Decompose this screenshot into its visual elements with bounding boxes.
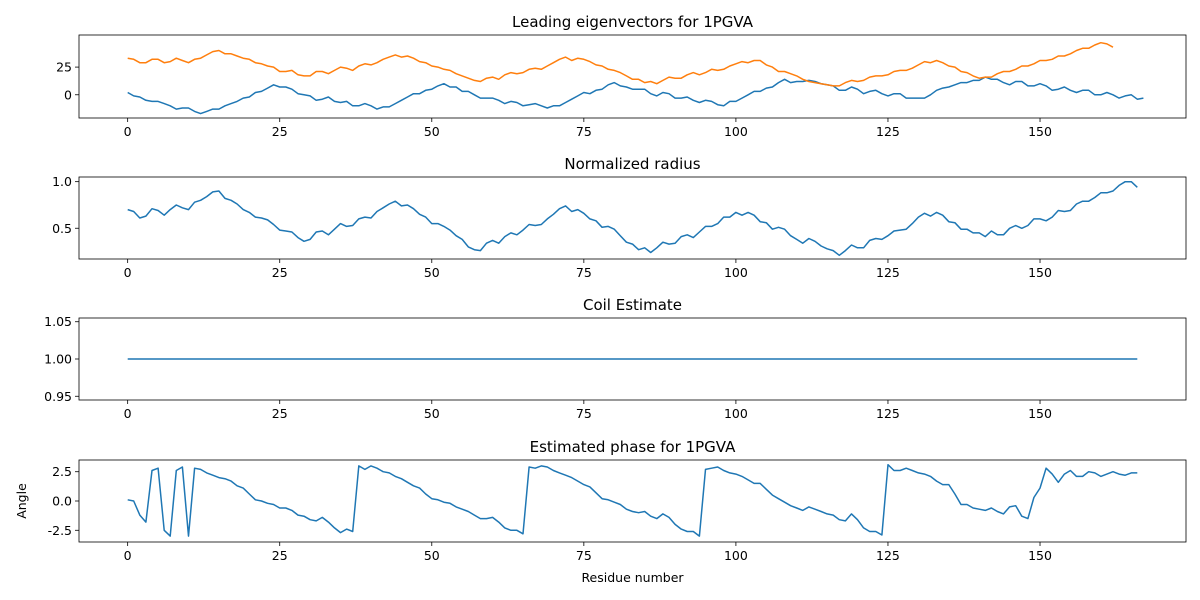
y-tick-label: 0	[64, 87, 72, 102]
y-tick-label: 1.00	[44, 352, 72, 367]
x-tick-label: 125	[876, 548, 900, 563]
x-tick-label: 75	[576, 406, 592, 421]
x-tick-label: 100	[724, 124, 748, 139]
x-tick-label: 150	[1028, 124, 1052, 139]
chart-title: Leading eigenvectors for 1PGVA	[512, 13, 754, 31]
y-axis-label: Angle	[14, 483, 29, 519]
x-tick-label: 25	[272, 406, 288, 421]
series-line-1	[127, 463, 1138, 537]
x-tick-label: 0	[124, 265, 132, 280]
subplot-1: 0 25 50 75 100 125 150 0 25 Leading eigenvectors …	[56, 13, 1187, 139]
x-tick-label: 125	[876, 406, 900, 421]
x-tick-label: 125	[876, 124, 900, 139]
y-tick-label: 2.5	[52, 464, 72, 479]
x-tick-label: 150	[1028, 406, 1052, 421]
series-line-1	[127, 76, 1144, 115]
x-tick-label: 25	[272, 265, 288, 280]
x-tick-label: 50	[424, 124, 440, 139]
x-tick-label: 100	[724, 406, 748, 421]
axes-frame	[78, 176, 1187, 260]
x-tick-label: 75	[576, 265, 592, 280]
axes-frame	[78, 459, 1187, 543]
series-line-1	[127, 180, 1138, 257]
series-line-2	[127, 41, 1114, 87]
axes-frame	[78, 34, 1187, 119]
chart-title: Normalized radius	[564, 155, 700, 173]
x-tick-label: 25	[272, 124, 288, 139]
x-tick-label: 0	[124, 406, 132, 421]
x-tick-label: 50	[424, 406, 440, 421]
x-tick-label: 50	[424, 548, 440, 563]
x-tick-label: 25	[272, 548, 288, 563]
y-tick-label: 0.0	[52, 494, 72, 509]
chart-title: Estimated phase for 1PGVA	[530, 438, 736, 456]
y-tick-label: -2.5	[48, 523, 72, 538]
y-tick-label: 1.0	[52, 174, 72, 189]
x-tick-label: 0	[124, 124, 132, 139]
x-tick-label: 100	[724, 265, 748, 280]
y-tick-label: 0.5	[52, 221, 72, 236]
y-tick-label: 25	[56, 60, 72, 75]
x-tick-label: 150	[1028, 265, 1052, 280]
x-tick-label: 75	[576, 124, 592, 139]
y-tick-label: 0.95	[44, 389, 72, 404]
x-tick-label: 150	[1028, 548, 1052, 563]
x-axis-label: Residue number	[581, 570, 684, 585]
y-tick-label: 1.05	[44, 314, 72, 329]
x-tick-label: 75	[576, 548, 592, 563]
x-tick-label: 100	[724, 548, 748, 563]
x-tick-label: 125	[876, 265, 900, 280]
subplot-3: 0 25 50 75 100 125 150 0.95 1.00 1.05 Coil Estimat…	[44, 296, 1187, 421]
x-tick-label: 50	[424, 265, 440, 280]
chart-title: Coil Estimate	[583, 296, 682, 314]
x-tick-label: 0	[124, 548, 132, 563]
subplot-4: 0 25 50 75 100 125 150 -2.5 0.0 2.5 Estimated phas…	[14, 438, 1187, 585]
subplot-2: 0 25 50 75 100 125 150 0.5 1.0 Normalized radius	[52, 155, 1187, 280]
